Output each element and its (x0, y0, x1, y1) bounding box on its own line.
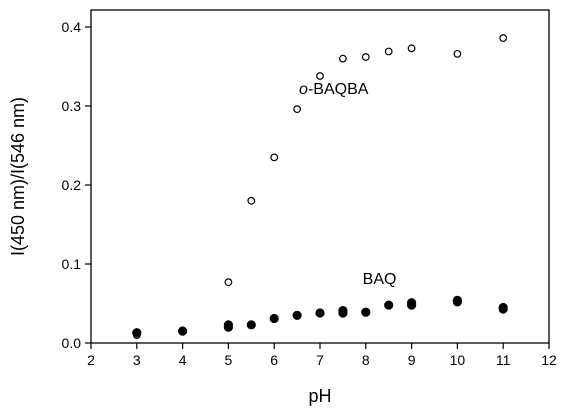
baq-data-point (452, 295, 462, 305)
x-tick-label: 8 (362, 352, 370, 368)
baq-label: BAQ (363, 271, 397, 288)
baq-data-point (498, 302, 508, 313)
baq-data-point (407, 298, 417, 308)
o-baqba-data-point (361, 53, 370, 61)
o-baqba-data-point (339, 54, 347, 63)
o-baqba-data-point (384, 47, 393, 56)
o-baqba-data-point (499, 34, 508, 42)
y-tick-label: 0.2 (62, 177, 82, 193)
baq-data-point (315, 308, 325, 318)
baq-data-point (338, 306, 348, 316)
x-tick-label: 3 (133, 352, 141, 368)
annotations: o-BAQBA BAQ (299, 81, 396, 288)
o-baqba-label-suffix: -BAQBA (308, 81, 369, 98)
x-tick-label: 4 (179, 352, 187, 368)
x-tick-label: 2 (87, 352, 95, 368)
baq-data-point (384, 300, 394, 310)
x-axis-label: pH (308, 386, 331, 406)
y-axis-label: I(450 nm)/I(546 nm) (8, 97, 28, 256)
o-baqba-data-point (270, 153, 279, 162)
o-baqba-data-point (224, 278, 233, 287)
y-tick-label: 0.4 (62, 19, 82, 35)
baq-data-point (361, 307, 371, 317)
baq-data-point (246, 320, 256, 330)
baq-data-point (178, 326, 188, 336)
baq-data-point (132, 328, 142, 338)
x-tick-label: 9 (408, 352, 416, 368)
x-tick-label: 5 (225, 352, 233, 368)
x-tick-label: 12 (541, 352, 557, 368)
o-baqba-data-point (453, 49, 462, 58)
o-baqba-data-point (316, 72, 324, 80)
baq-data-point (223, 320, 233, 330)
y-tick-label: 0.1 (62, 256, 82, 272)
baq-data-point (292, 310, 302, 320)
o-baqba-data-point (247, 196, 256, 205)
y-tick-label: 0.0 (62, 335, 82, 351)
x-tick-label: 7 (316, 352, 324, 368)
x-tick-label: 11 (496, 352, 511, 368)
baq-data-point (269, 313, 279, 324)
o-baqba-data-point (407, 44, 416, 53)
plot-frame (90, 9, 550, 344)
o-baqba-label-prefix: o (299, 81, 308, 98)
o-baqba-label: o-BAQBA (299, 81, 369, 98)
axis-ticks: 2 3 4 5 6 7 8 9 10 11 12 0.0 0.1 0.2 0.3 0.4 (62, 19, 557, 368)
o-baqba-data-point (293, 105, 302, 114)
x-tick-label: 10 (450, 352, 466, 368)
y-tick-label: 0.3 (62, 98, 82, 114)
data-points (132, 34, 508, 340)
x-tick-label: 6 (270, 352, 278, 368)
